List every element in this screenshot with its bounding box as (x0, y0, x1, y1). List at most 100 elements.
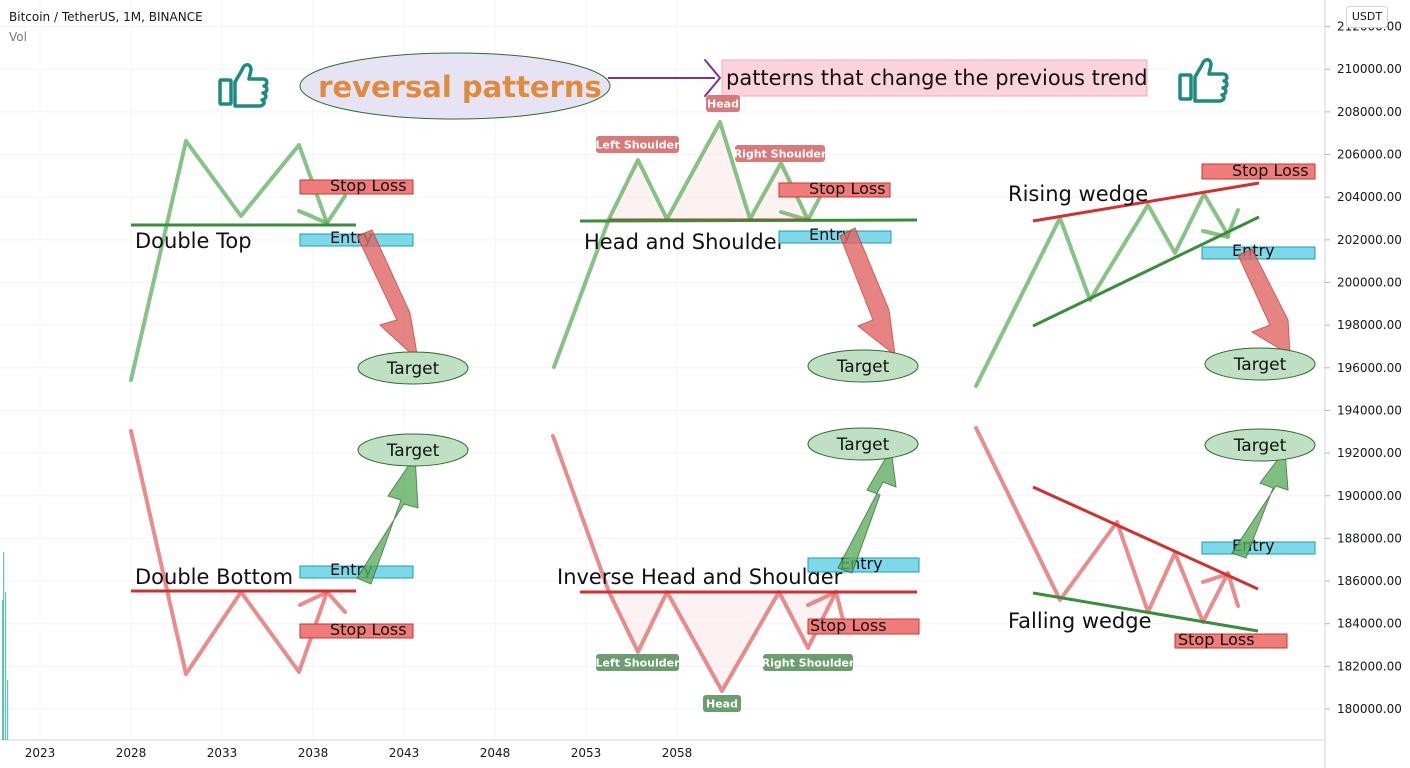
fw-entry (1201, 541, 1316, 555)
double-top-retest (297, 209, 329, 225)
title-bubble (299, 52, 611, 120)
volume-bar (2, 600, 4, 740)
hs-stop-loss-text: Stop Loss (809, 179, 886, 198)
double-bottom-stop-loss-text: Stop Loss (330, 620, 407, 639)
double-bottom-target (357, 433, 469, 467)
thumbs-up-icon (218, 63, 269, 108)
volume-bar (7, 680, 9, 740)
double-bottom-stop-loss (299, 623, 414, 639)
hs-target-text: Target (836, 357, 890, 377)
fw-stop-loss (1174, 633, 1288, 649)
fw-retest (1201, 572, 1230, 584)
title-arrow-head (704, 59, 721, 97)
y-tick-label: 210000.00 (1337, 62, 1402, 76)
y-tick-label: 204000.00 (1337, 190, 1402, 204)
x-tick-label: 2043 (389, 746, 420, 760)
ihs-price (551, 434, 845, 693)
ihs-right-shoulder-badge-text: Right Shoulder (762, 657, 855, 670)
x-tick-label: 2028 (116, 746, 147, 760)
x-tick-label: 2033 (207, 746, 238, 760)
double-top-arrow (356, 229, 419, 362)
thumb-hand (1193, 58, 1229, 103)
ihs-left-shoulder-badge (596, 654, 679, 671)
x-tick-label: 2038 (298, 746, 329, 760)
y-tick-label: 202000.00 (1337, 233, 1402, 247)
ihs-right-shoulder-badge (763, 654, 853, 671)
thumb-cuff (1178, 73, 1193, 101)
hs-target (807, 349, 919, 383)
title-bubble-text: reversal patterns (318, 70, 602, 104)
volume-label: Vol (9, 30, 27, 44)
y-tick-label: 180000.00 (1337, 702, 1402, 716)
ihs-left-shoulder-badge-text: Left Shoulder (595, 657, 680, 670)
x-tick-label: 2058 (662, 746, 693, 760)
double-bottom-price (129, 429, 347, 676)
hs-head-badge (706, 95, 740, 112)
rw-target-text: Target (1233, 355, 1287, 375)
ihs-entry (807, 557, 920, 573)
rw-retest (1201, 229, 1230, 239)
definition-text: patterns that change the previous trend (726, 66, 1148, 90)
definition-box (721, 59, 1148, 97)
hs-title: Head and Shoulder (584, 230, 786, 254)
ihs-title: Inverse Head and Shoulder (557, 565, 843, 589)
y-tick-label: 200000.00 (1337, 275, 1402, 289)
double-top-stop-loss (299, 179, 414, 195)
y-tick-label: 192000.00 (1337, 446, 1402, 460)
ihs-stop-loss (807, 618, 920, 635)
hs-left-shoulder-badge (596, 136, 679, 153)
ihs-stop-loss-text: Stop Loss (810, 616, 887, 635)
hs-right-shoulder-badge (735, 145, 825, 162)
thumb-cuff (218, 78, 233, 106)
thumbs-up-icon (1178, 58, 1229, 103)
rw-upper-line (1032, 181, 1260, 223)
volume-bar (5, 592, 7, 740)
y-tick-label: 198000.00 (1337, 318, 1402, 332)
y-tick-label: 206000.00 (1337, 148, 1402, 162)
ihs-target-text: Target (836, 435, 890, 455)
hs-neckline (579, 218, 918, 223)
rw-lower-line (1032, 215, 1260, 328)
currency-button[interactable]: USDT (1346, 6, 1388, 28)
hs-right-shoulder-badge-text: Right Shoulder (734, 148, 827, 161)
volume-bar (3, 552, 5, 740)
ihs-head-badge (703, 695, 741, 712)
y-tick-label: 196000.00 (1337, 361, 1402, 375)
fw-title: Falling wedge (1008, 609, 1152, 633)
hs-arrow (839, 227, 896, 357)
double-top-target (357, 351, 469, 385)
x-tick-label: 2053 (571, 746, 602, 760)
fw-target (1204, 428, 1316, 462)
ihs-fill (609, 592, 836, 691)
fw-stop-loss-text: Stop Loss (1178, 630, 1255, 649)
rw-price (974, 192, 1240, 388)
fw-arrow (1231, 448, 1289, 559)
y-tick-label: 184000.00 (1337, 617, 1402, 631)
rw-entry (1201, 246, 1316, 260)
double-top-target-text: Target (386, 359, 440, 379)
thumb-hand (233, 63, 269, 108)
symbol-title: Bitcoin / TetherUS, 1M, BINANCE (9, 10, 203, 24)
double-bottom-retest (298, 590, 329, 607)
rw-title: Rising wedge (1008, 182, 1148, 206)
y-tick-label: 208000.00 (1337, 105, 1402, 119)
rw-stop-loss (1201, 163, 1316, 180)
y-tick-label: 186000.00 (1337, 574, 1402, 588)
hs-head-badge-text: Head (707, 98, 739, 111)
fw-target-text: Target (1233, 436, 1287, 456)
hs-entry (778, 230, 892, 244)
ihs-arrow (837, 447, 897, 574)
double-bottom-arrow (356, 454, 419, 585)
fw-price (974, 426, 1240, 624)
y-tick-label: 194000.00 (1337, 403, 1402, 417)
double-top-entry (299, 233, 414, 247)
rw-arrow (1237, 248, 1291, 356)
x-tick-label: 2048 (480, 746, 511, 760)
hs-price (552, 120, 823, 369)
double-top-stop-loss-text: Stop Loss (330, 176, 407, 195)
rw-target (1204, 347, 1316, 381)
ihs-retest (806, 590, 838, 607)
y-tick-label: 182000.00 (1337, 659, 1402, 673)
